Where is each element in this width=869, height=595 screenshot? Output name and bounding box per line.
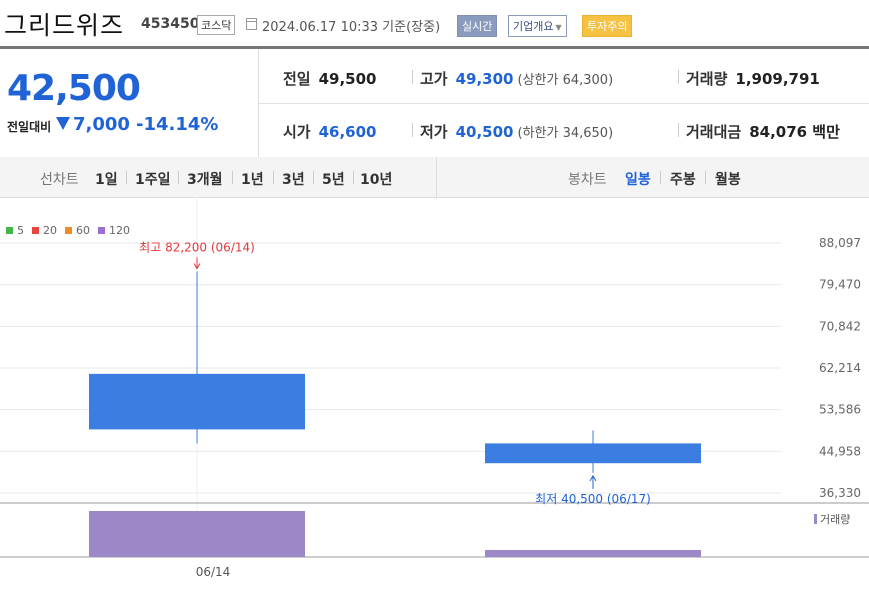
legend-item-ma5: 5 bbox=[6, 224, 24, 237]
change-percent: -14.14% bbox=[136, 114, 219, 135]
company-name: 그리드위즈 bbox=[4, 11, 125, 40]
divider bbox=[678, 70, 679, 84]
candlestick-chart: 88,097 79,470 70,842 62,214 53,586 44,958 36,3… bbox=[0, 197, 869, 579]
quote-datetime: 2024.06.17 10:33 기준(장중) bbox=[262, 20, 441, 35]
tab-divider bbox=[705, 171, 706, 184]
legend-swatch bbox=[98, 227, 105, 234]
high-arrowhead-icon bbox=[193, 263, 201, 270]
tab-divider bbox=[313, 171, 314, 184]
legend-item-ma60: 60 bbox=[65, 224, 90, 237]
legend-label: 120 bbox=[109, 224, 130, 237]
y-tick-label: 88,097 bbox=[819, 236, 861, 250]
market-badge: 코스닥 bbox=[197, 15, 236, 35]
divider bbox=[412, 123, 413, 137]
legend-item-ma20: 20 bbox=[32, 224, 57, 237]
volume-label: 거래량 bbox=[686, 70, 728, 88]
tab-3y[interactable]: 3년 bbox=[282, 172, 305, 188]
change-value: 7,000 bbox=[73, 114, 130, 135]
tab-divider bbox=[273, 171, 274, 184]
amount-label: 거래대금 bbox=[686, 123, 742, 141]
candle-body bbox=[485, 443, 701, 464]
day-high: 고가 49,300 (상한가 64,300) bbox=[420, 68, 613, 89]
prev-close-value: 49,500 bbox=[318, 70, 377, 88]
down-triangle-icon bbox=[56, 117, 70, 130]
low-value: 40,500 bbox=[455, 123, 514, 141]
high-annotation: 최고 82,200 (06/14) bbox=[139, 240, 255, 254]
low-annotation: 최저 40,500 (06/17) bbox=[535, 492, 651, 506]
lower-limit: (하한가 34,650) bbox=[517, 126, 614, 141]
prev-close: 전일 49,500 bbox=[283, 68, 377, 89]
y-tick-label: 62,214 bbox=[819, 361, 861, 375]
line-chart-label: 선차트 bbox=[40, 172, 79, 188]
tab-divider bbox=[232, 171, 233, 184]
volume-bar bbox=[89, 511, 305, 557]
volume-bar bbox=[485, 549, 701, 557]
tab-weekly[interactable]: 주봉 bbox=[670, 172, 696, 188]
tab-daily[interactable]: 일봉 bbox=[625, 172, 651, 188]
tab-10y[interactable]: 10년 bbox=[360, 172, 393, 188]
tab-divider bbox=[178, 171, 179, 184]
tab-1w[interactable]: 1주일 bbox=[135, 172, 171, 188]
change-label: 전일대비 bbox=[7, 120, 52, 134]
open-label: 시가 bbox=[283, 123, 311, 141]
low-label: 저가 bbox=[420, 123, 448, 141]
tab-1d[interactable]: 1일 bbox=[95, 172, 118, 188]
realtime-button[interactable]: 실시간 bbox=[457, 15, 498, 37]
upper-limit: (상한가 64,300) bbox=[517, 73, 614, 88]
chart-period-tabs: 선차트 1일 1주일 3개월 1년 3년 5년 10년 봉차트 일봉 주봉 월봉 bbox=[0, 157, 869, 198]
legend-swatch bbox=[65, 227, 72, 234]
company-overview-dropdown[interactable]: 기업개요 ▼ bbox=[508, 15, 567, 37]
tab-monthly[interactable]: 월봉 bbox=[715, 172, 741, 188]
y-tick-label: 36,330 bbox=[819, 486, 861, 500]
high-label: 고가 bbox=[420, 70, 448, 88]
day-low: 저가 40,500 (하한가 34,650) bbox=[420, 121, 613, 142]
volume-value: 1,909,791 bbox=[735, 70, 820, 88]
tab-divider bbox=[660, 171, 661, 184]
candle-body bbox=[89, 373, 305, 430]
legend-label: 5 bbox=[17, 224, 24, 237]
tab-1y[interactable]: 1년 bbox=[241, 172, 264, 188]
y-tick-label: 79,470 bbox=[819, 278, 861, 292]
quote-panel: 42,500 전일대비 7,000 -14.14% 전일 49,500 고가 49,… bbox=[0, 49, 869, 158]
legend-item-ma120: 120 bbox=[98, 224, 130, 237]
legend-swatch bbox=[6, 227, 13, 234]
current-price: 42,500 bbox=[7, 68, 141, 109]
tab-3m[interactable]: 3개월 bbox=[187, 172, 223, 188]
calendar-icon bbox=[246, 18, 257, 30]
prev-close-label: 전일 bbox=[283, 70, 311, 88]
open-price: 시가 46,600 bbox=[283, 121, 377, 142]
amount-value: 84,076 백만 bbox=[749, 123, 840, 141]
current-price-box: 42,500 전일대비 7,000 -14.14% bbox=[0, 49, 259, 157]
y-tick-label: 70,842 bbox=[819, 319, 861, 333]
tab-5y[interactable]: 5년 bbox=[322, 172, 345, 188]
title-divider bbox=[0, 46, 869, 49]
trading-amount: 거래대금 84,076 백만 bbox=[686, 121, 840, 142]
chevron-down-icon: ▼ bbox=[555, 23, 562, 32]
volume: 거래량 1,909,791 bbox=[686, 68, 820, 89]
low-arrowhead-icon bbox=[589, 474, 597, 482]
stock-chart: 5 20 60 120 88,097 79,470 70,842 62,214 53,586 4… bbox=[0, 197, 869, 591]
candle-chart-label: 봉차트 bbox=[568, 172, 607, 188]
y-tick-label: 44,958 bbox=[819, 444, 861, 458]
title-bar: 그리드위즈 453450 코스닥 2024.06.17 10:33 기준(장중)… bbox=[0, 0, 869, 48]
ma-legend: 5 20 60 120 bbox=[6, 224, 138, 237]
tabs-divider bbox=[436, 157, 437, 197]
tab-divider bbox=[126, 171, 127, 184]
tab-divider bbox=[353, 171, 354, 184]
volume-legend-label: 거래량 bbox=[820, 513, 850, 526]
divider bbox=[678, 123, 679, 137]
y-tick-label: 53,586 bbox=[819, 403, 861, 417]
open-value: 46,600 bbox=[318, 123, 377, 141]
legend-label: 20 bbox=[43, 224, 57, 237]
x-tick-label: 06/14 bbox=[196, 565, 231, 579]
investment-warning-badge: 투자주의 bbox=[582, 15, 633, 37]
company-overview-label: 기업개요 bbox=[513, 20, 554, 33]
volume-legend-swatch bbox=[814, 514, 817, 524]
legend-label: 60 bbox=[76, 224, 90, 237]
row-divider bbox=[259, 103, 869, 104]
stock-code: 453450 bbox=[141, 16, 200, 32]
divider bbox=[412, 70, 413, 84]
legend-swatch bbox=[32, 227, 39, 234]
high-value: 49,300 bbox=[455, 70, 514, 88]
